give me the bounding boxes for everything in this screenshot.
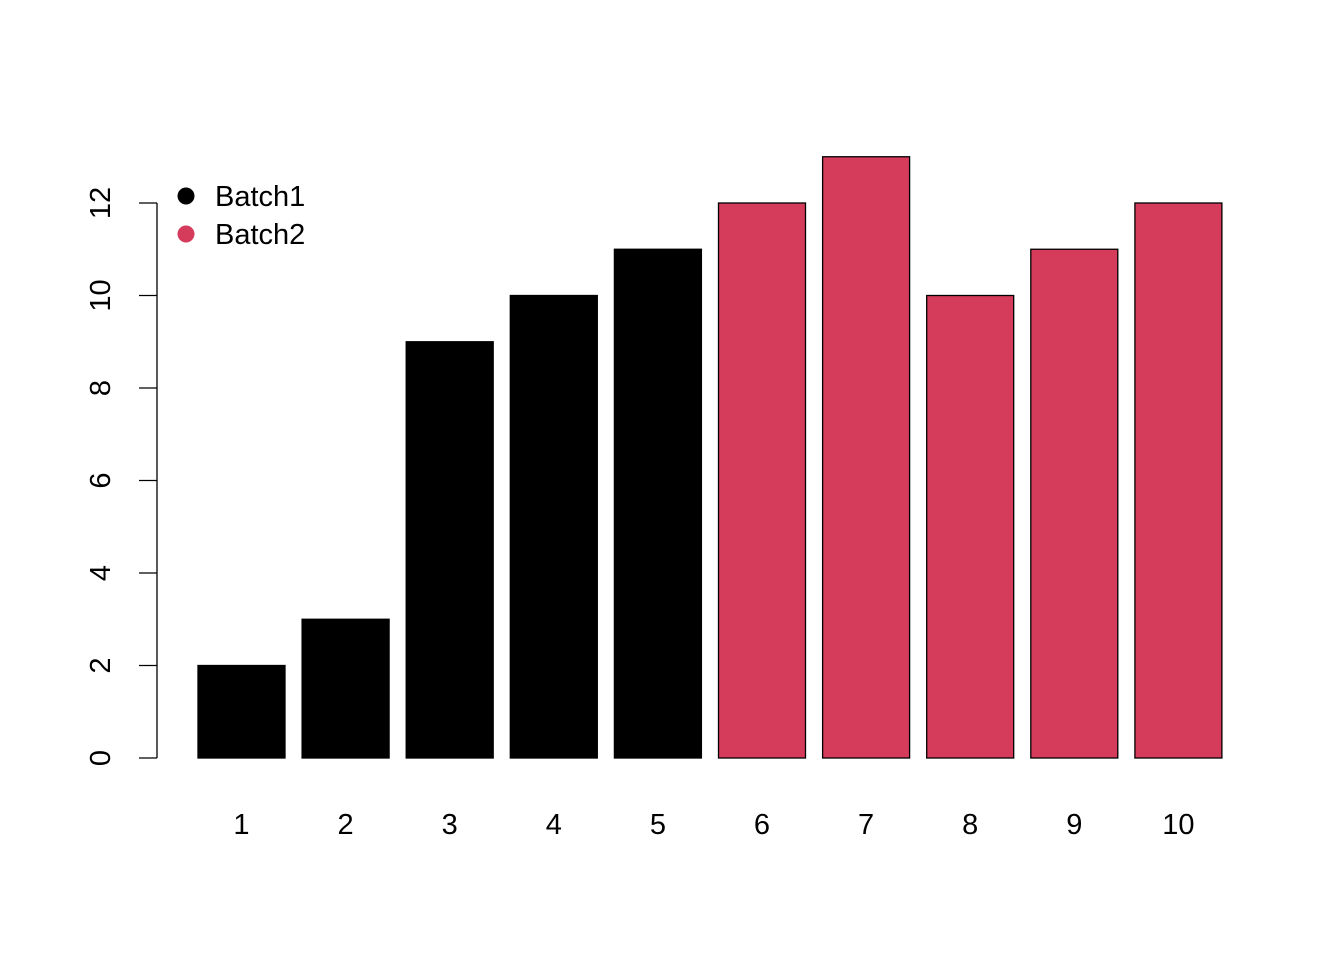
bar [509, 294, 598, 759]
y-tick-label: 6 [85, 472, 117, 488]
bar [301, 618, 390, 759]
y-tick-label: 0 [85, 750, 117, 766]
x-tick-label: 2 [338, 809, 354, 841]
bar [613, 248, 703, 759]
x-tick-label: 3 [442, 809, 458, 841]
x-tick-label: 5 [650, 809, 666, 841]
y-tick-label: 12 [85, 187, 117, 219]
y-tick-label: 4 [85, 565, 117, 581]
x-tick-label: 7 [858, 809, 874, 841]
x-axis-labels: 1 2 3 4 5 6 7 8 9 10 [233, 809, 1194, 841]
x-tick-label: 1 [233, 809, 249, 841]
bars-group [197, 156, 1223, 759]
x-tick-label: 8 [962, 809, 978, 841]
x-tick-label: 4 [546, 809, 562, 841]
y-tick-label: 10 [85, 279, 117, 311]
bar [1030, 248, 1119, 759]
bar [197, 664, 286, 759]
bar [717, 202, 807, 759]
bar [926, 294, 1015, 759]
x-tick-label: 9 [1066, 809, 1082, 841]
x-tick-label: 10 [1162, 809, 1194, 841]
bar [821, 156, 911, 759]
legend-marker [177, 225, 195, 243]
legend-label: Batch2 [215, 219, 305, 251]
x-tick-label: 6 [754, 809, 770, 841]
y-tick-label: 2 [85, 657, 117, 673]
legend-marker [177, 187, 195, 205]
legend-label: Batch1 [215, 181, 305, 213]
bar [405, 341, 494, 759]
y-axis: 0 2 4 6 8 10 12 [85, 187, 158, 766]
legend: Batch1 Batch2 [177, 181, 305, 251]
bar [1134, 202, 1223, 759]
y-tick-label: 8 [85, 380, 117, 396]
